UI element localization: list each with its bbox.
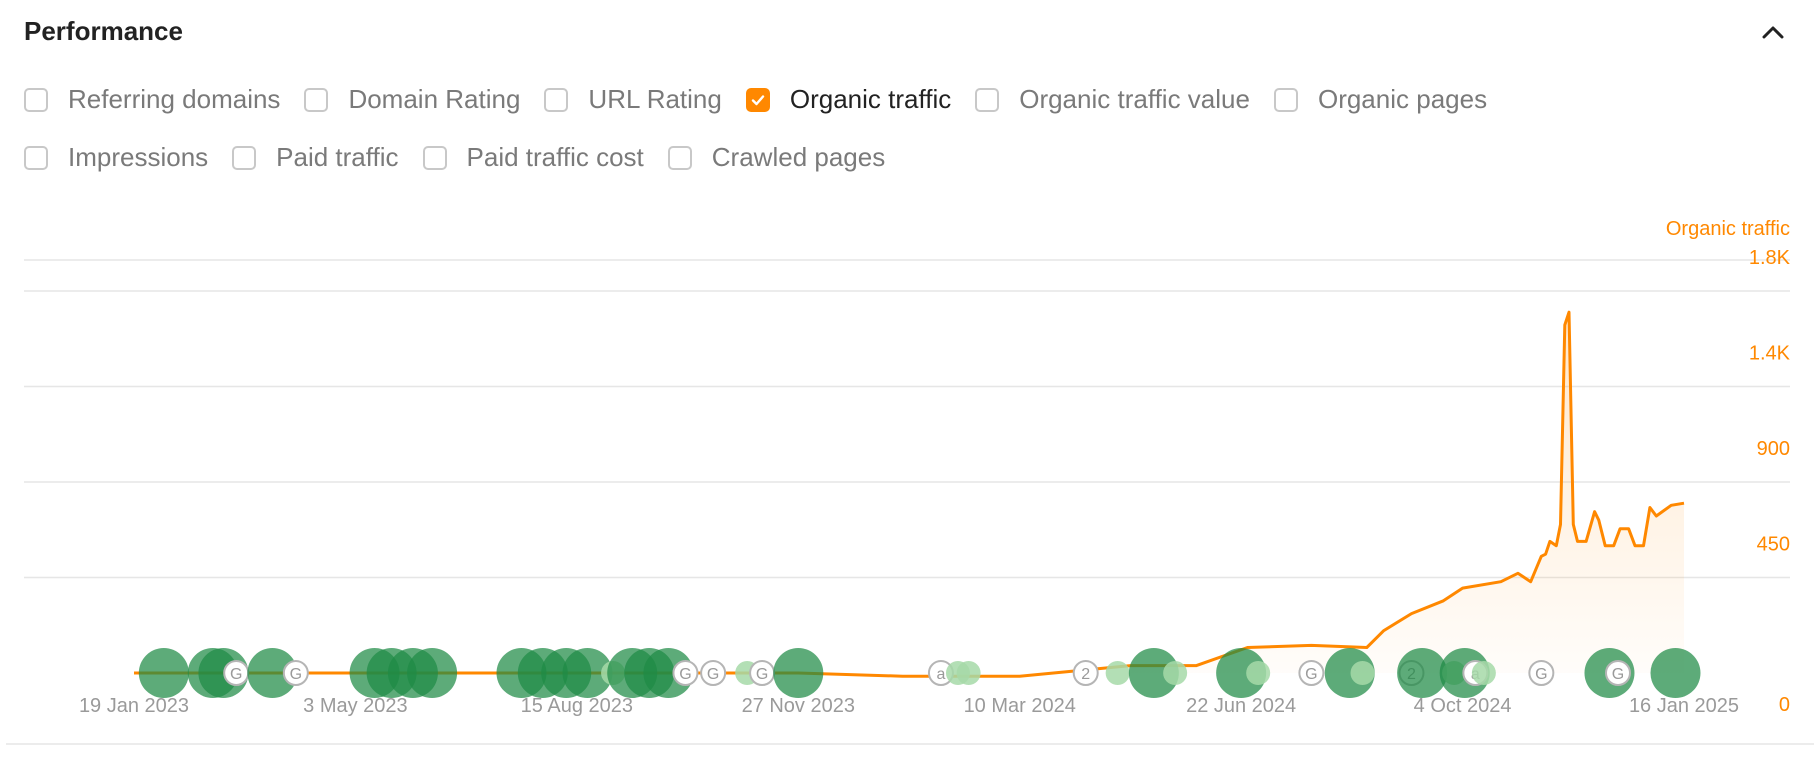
marker-glyph: G — [1612, 666, 1624, 683]
metric-option[interactable]: Domain Rating — [304, 84, 520, 115]
update-marker-small — [956, 661, 981, 685]
series-line — [134, 310, 1685, 678]
update-marker-small — [1163, 661, 1188, 685]
marker-glyph: G — [756, 666, 768, 683]
update-marker — [643, 648, 694, 698]
marker-glyph: 2 — [1081, 666, 1090, 683]
checkbox[interactable] — [232, 145, 257, 170]
metric-options-row-1: Referring domains Domain Rating URL Rating… — [24, 84, 1511, 115]
google-update-icon: G — [1604, 660, 1631, 686]
marker-glyph: G — [1305, 666, 1317, 683]
update-marker — [138, 648, 189, 698]
update-marker-small — [1105, 661, 1130, 685]
y-tick-label: 900 — [1757, 438, 1790, 460]
update-marker — [1324, 648, 1375, 698]
metric-option[interactable]: URL Rating — [544, 84, 722, 115]
update-marker — [1397, 648, 1448, 698]
update-marker — [562, 648, 613, 698]
marker-ring — [700, 660, 727, 686]
update-marker — [1650, 648, 1701, 698]
x-tick-label: 10 Mar 2024 — [964, 695, 1076, 717]
metric-option-label: Organic traffic value — [1019, 84, 1250, 114]
metric-option-label: Domain Rating — [348, 84, 521, 114]
checkbox[interactable] — [975, 87, 1000, 112]
marker-ring — [1072, 660, 1099, 686]
update-marker — [1128, 648, 1179, 698]
checkmark-icon — [751, 94, 765, 105]
collapse-button[interactable] — [1755, 14, 1791, 50]
metric-option-label: Organic traffic — [789, 84, 952, 114]
x-tick-label: 22 Jun 2024 — [1186, 695, 1296, 717]
google-update-icon: G — [749, 660, 776, 686]
metric-option-label: Crawled pages — [711, 142, 886, 172]
x-tick-label: 27 Nov 2023 — [742, 695, 855, 717]
checkbox-checked[interactable] — [745, 87, 770, 112]
marker-glyph: G — [1535, 666, 1547, 683]
marker-glyph: G — [707, 666, 719, 683]
metric-option[interactable]: Crawled pages — [667, 142, 886, 173]
marker-ring — [1298, 660, 1325, 686]
metric-option-label: Paid traffic cost — [466, 142, 644, 172]
x-tick-label: 19 Jan 2023 — [79, 695, 189, 717]
y-tick-label: 1.4K — [1749, 343, 1791, 365]
marker-ring — [1604, 660, 1631, 686]
x-tick-label: 15 Aug 2023 — [521, 695, 633, 717]
google-update-icon: G — [672, 660, 699, 686]
checkbox[interactable] — [1273, 87, 1298, 112]
checkbox[interactable] — [304, 87, 329, 112]
series-area-fill — [1130, 312, 1684, 673]
google-update-icon: G — [282, 660, 309, 686]
google-update-icon: G — [1298, 660, 1325, 686]
checkbox[interactable] — [422, 145, 447, 170]
multi-event-icon: 2 — [1072, 660, 1099, 686]
update-marker — [247, 648, 298, 698]
x-tick-label: 3 May 2023 — [303, 695, 408, 717]
checkbox[interactable] — [24, 145, 48, 170]
metric-option[interactable]: Referring domains — [24, 84, 280, 115]
y-tick-label: 0 — [1779, 694, 1790, 716]
marker-glyph: G — [230, 666, 242, 683]
metric-option[interactable]: Organic traffic value — [975, 84, 1250, 115]
organic-traffic-chart: Organic traffic 0 450 900 1.4K 1.8K 19 Jan 202… — [24, 218, 1791, 717]
update-marker-small — [1246, 661, 1271, 685]
metric-option[interactable]: Impressions — [24, 142, 208, 173]
metric-option[interactable]: Organic traffic — [745, 84, 952, 115]
x-tick-label: 16 Jan 2025 — [1629, 695, 1739, 717]
chevron-up-icon — [1762, 26, 1784, 39]
x-tick-label: 4 Oct 2024 — [1414, 695, 1512, 717]
panel-bottom-divider — [6, 743, 1814, 745]
google-update-icon: G — [223, 660, 250, 686]
update-marker-small — [1350, 661, 1375, 685]
y-tick-label: 450 — [1757, 534, 1790, 556]
panel-title: Performance — [24, 16, 183, 46]
metric-option-label: Impressions — [68, 142, 209, 172]
metric-option[interactable]: Paid traffic cost — [422, 142, 644, 173]
update-marker-small — [1471, 661, 1496, 685]
marker-glyph: G — [290, 666, 302, 683]
checkbox[interactable] — [24, 87, 48, 112]
checkbox[interactable] — [667, 145, 692, 170]
google-update-icon: G — [1528, 660, 1555, 686]
metric-option-label: Organic pages — [1317, 84, 1488, 114]
metric-option-label: Referring domains — [68, 84, 281, 114]
marker-glyph: a — [936, 666, 945, 683]
checkbox[interactable] — [544, 87, 569, 112]
update-marker — [773, 648, 824, 698]
marker-ring — [1528, 660, 1555, 686]
marker-ring — [282, 660, 309, 686]
marker-ring — [672, 660, 699, 686]
y-axis-title: Organic traffic — [1666, 218, 1790, 240]
update-marker — [407, 648, 458, 698]
update-marker — [1216, 648, 1267, 698]
metric-option-label: URL Rating — [588, 84, 722, 114]
metric-options-row-2: Impressions Paid traffic Paid traffic cost… — [24, 142, 909, 173]
metric-option[interactable]: Paid traffic — [232, 142, 399, 173]
metric-option[interactable]: Organic pages — [1273, 84, 1488, 115]
google-update-icon: G — [700, 660, 727, 686]
metric-option-label: Paid traffic — [276, 142, 399, 172]
marker-glyph: G — [679, 666, 691, 683]
y-tick-label: 1.8K — [1749, 247, 1791, 269]
